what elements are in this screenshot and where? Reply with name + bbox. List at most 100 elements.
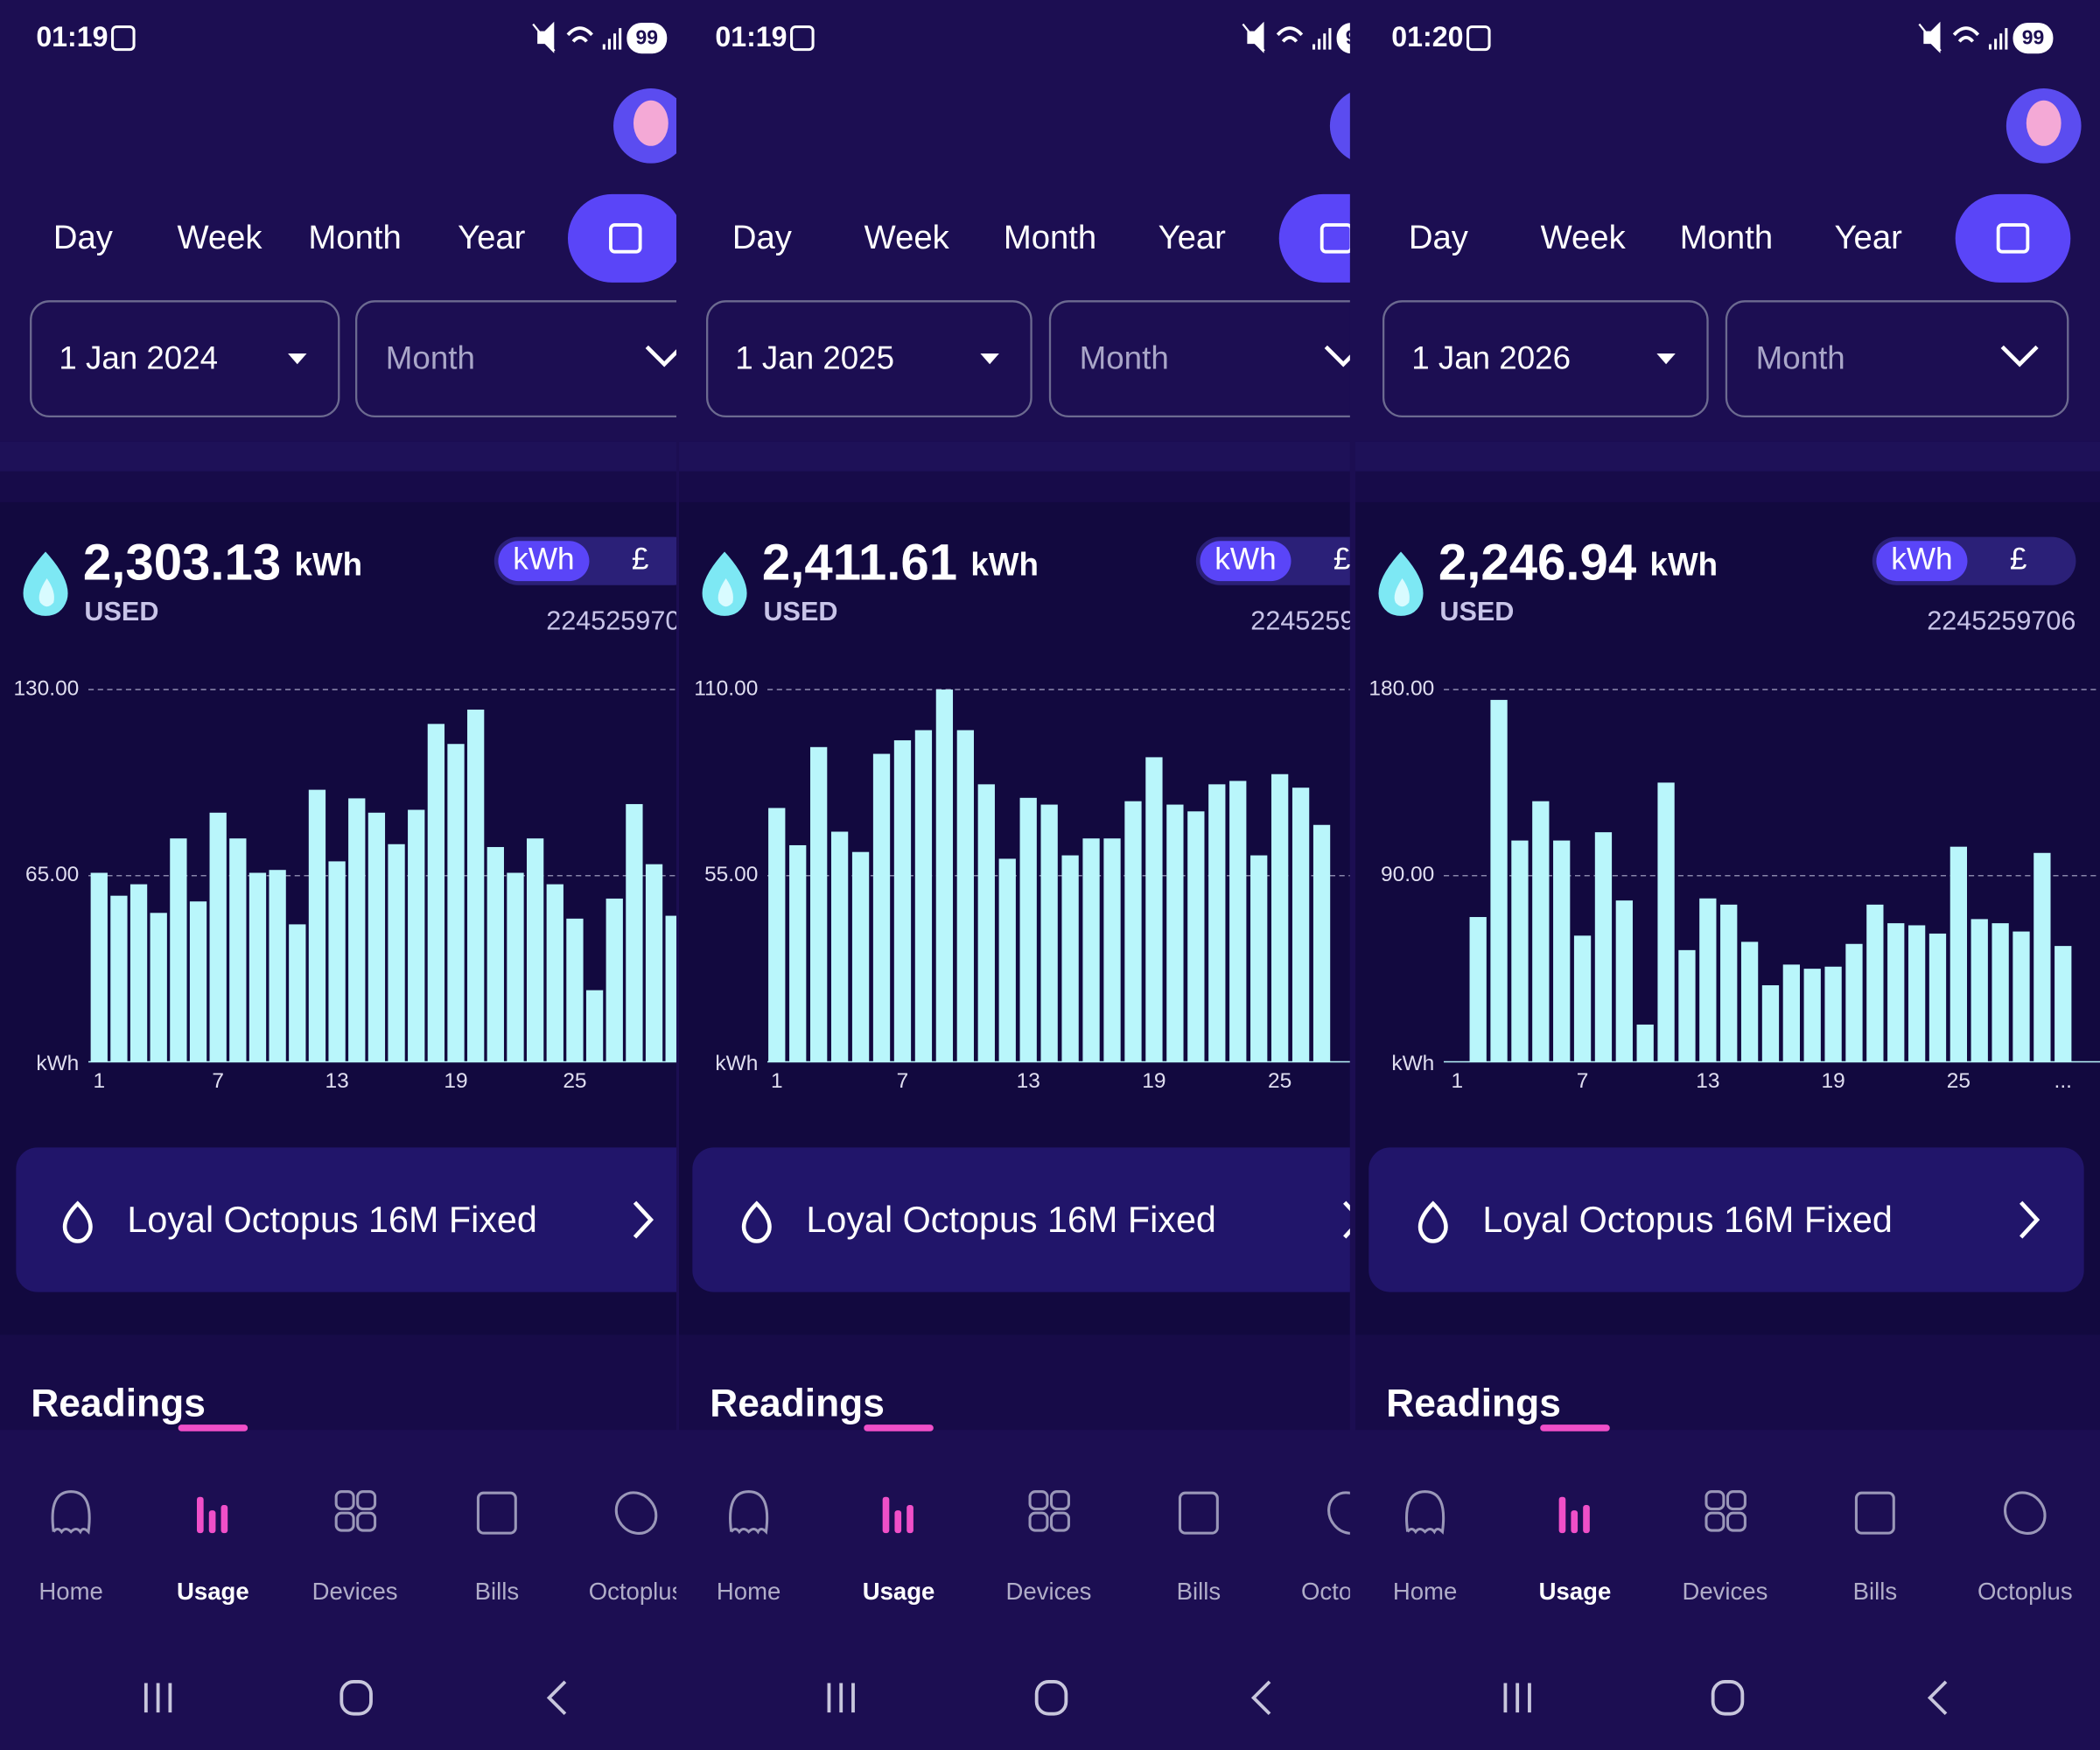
nav-label[interactable]: Octoplus: [589, 1578, 684, 1605]
avatar[interactable]: [1329, 88, 1405, 164]
tariff-card[interactable]: [16, 1147, 725, 1292]
period-tab[interactable]: Month: [1004, 219, 1096, 256]
nav-label[interactable]: Bills: [475, 1578, 519, 1605]
nav-icon: [1028, 1490, 1049, 1511]
nav-label[interactable]: Home: [717, 1578, 780, 1605]
period-tab[interactable]: Day: [1409, 219, 1469, 256]
period-tab[interactable]: Day: [732, 219, 793, 256]
bar: [1699, 898, 1717, 1062]
bar: [110, 895, 128, 1062]
nav-label[interactable]: Devices: [312, 1578, 398, 1605]
bar: [1970, 919, 1988, 1062]
period-tab[interactable]: Year: [1158, 219, 1227, 256]
dropdown-arrow: [980, 353, 999, 365]
nav-label[interactable]: Devices: [1682, 1578, 1768, 1605]
period-tab[interactable]: Year: [458, 219, 526, 256]
usage-total-unit: kWh: [1650, 546, 1718, 582]
date-select[interactable]: [30, 300, 340, 418]
bar: [665, 915, 676, 1062]
unit-option[interactable]: £: [2010, 542, 2027, 576]
system-back[interactable]: [1927, 1680, 1948, 1716]
dropdown-arrow: [288, 353, 307, 365]
nav-label[interactable]: Devices: [1006, 1578, 1092, 1605]
period-tab[interactable]: Day: [53, 219, 114, 256]
nav-icon: [1704, 1490, 1726, 1511]
calendar-button[interactable]: [1955, 193, 2071, 283]
period-tab[interactable]: Month: [1680, 219, 1773, 256]
screenshot-icon: [790, 25, 815, 52]
divider: [679, 441, 1350, 472]
nav-label[interactable]: Home: [38, 1578, 102, 1605]
tariff-flame-icon: [62, 1200, 93, 1243]
unit-option[interactable]: £: [1334, 542, 1351, 576]
bar: [1887, 923, 1905, 1062]
tariff-card[interactable]: [1368, 1147, 2084, 1292]
system-home[interactable]: [1034, 1680, 1068, 1716]
nav-label[interactable]: Home: [1393, 1578, 1457, 1605]
period-tab[interactable]: Month: [308, 219, 401, 256]
nav-label[interactable]: Octoplus: [1978, 1578, 2073, 1605]
active-tab-indicator: [1540, 1424, 1610, 1432]
nav-icon: [1028, 1511, 1049, 1532]
bar: [851, 851, 870, 1062]
chevron-down: [1324, 345, 1350, 368]
bar: [998, 858, 1016, 1062]
phone-screen: 01:19 99 Day Week Month Year 1 Jan 2024 Month 2,…: [0, 0, 725, 1750]
usage-total: 2,246.94 kWh: [1438, 535, 1718, 592]
unit-option[interactable]: kWh: [1214, 542, 1276, 576]
readings-bg: [1354, 1334, 2100, 1431]
unit-option[interactable]: kWh: [513, 542, 574, 576]
calendar-button[interactable]: [1278, 193, 1395, 283]
battery-badge: [1336, 23, 1350, 54]
period-tab[interactable]: Week: [1541, 219, 1627, 256]
system-recents[interactable]: [1503, 1683, 1531, 1713]
calendar-icon: [609, 223, 642, 254]
period-select[interactable]: [1725, 300, 2069, 418]
signal-icon: [602, 28, 622, 50]
usage-total: 2,411.61 kWh: [762, 535, 1039, 592]
nav-label[interactable]: Usage: [863, 1578, 935, 1605]
x-tick-label: 25: [563, 1069, 586, 1093]
nav-label[interactable]: Usage: [1539, 1578, 1612, 1605]
period-tab[interactable]: Week: [864, 219, 950, 256]
period-tab[interactable]: Year: [1835, 219, 1903, 256]
date-select[interactable]: [1382, 300, 1709, 418]
nav-label[interactable]: Octoplus: [1301, 1578, 1396, 1605]
system-home[interactable]: [1711, 1680, 1745, 1716]
system-back[interactable]: [1250, 1680, 1271, 1716]
x-tick-label: 7: [897, 1069, 909, 1093]
nav-bg: [679, 1430, 1350, 1750]
bar: [1469, 917, 1487, 1062]
used-label: USED: [763, 597, 837, 626]
nav-label[interactable]: Bills: [1177, 1578, 1221, 1605]
bar: [789, 844, 807, 1062]
period-select[interactable]: [355, 300, 712, 418]
nav-label[interactable]: Bills: [1853, 1578, 1897, 1605]
nav-icon: [894, 1510, 902, 1534]
section-title: Readings: [31, 1382, 206, 1424]
avatar-face: [633, 100, 668, 146]
period-select[interactable]: [1048, 300, 1391, 418]
system-recents[interactable]: [827, 1683, 855, 1713]
period-tab[interactable]: Week: [177, 219, 262, 256]
bar: [1271, 774, 1289, 1062]
nav-label[interactable]: Usage: [177, 1578, 249, 1605]
calendar-button[interactable]: [567, 193, 683, 283]
bar: [1208, 784, 1226, 1062]
divider: [679, 471, 1350, 502]
used-label: USED: [1439, 597, 1514, 626]
unit-toggle-selected: [1200, 541, 1292, 582]
bar: [1532, 801, 1550, 1062]
system-home[interactable]: [340, 1680, 373, 1716]
nav-icon: [614, 1491, 658, 1535]
system-recents[interactable]: [144, 1683, 172, 1713]
bar: [2012, 931, 2030, 1062]
system-back[interactable]: [546, 1680, 567, 1716]
bar: [150, 913, 167, 1062]
bar: [2054, 946, 2072, 1062]
unit-option[interactable]: £: [632, 542, 649, 576]
unit-option[interactable]: kWh: [1891, 542, 1952, 576]
date-select[interactable]: [706, 300, 1032, 418]
tariff-card[interactable]: [692, 1147, 1407, 1292]
